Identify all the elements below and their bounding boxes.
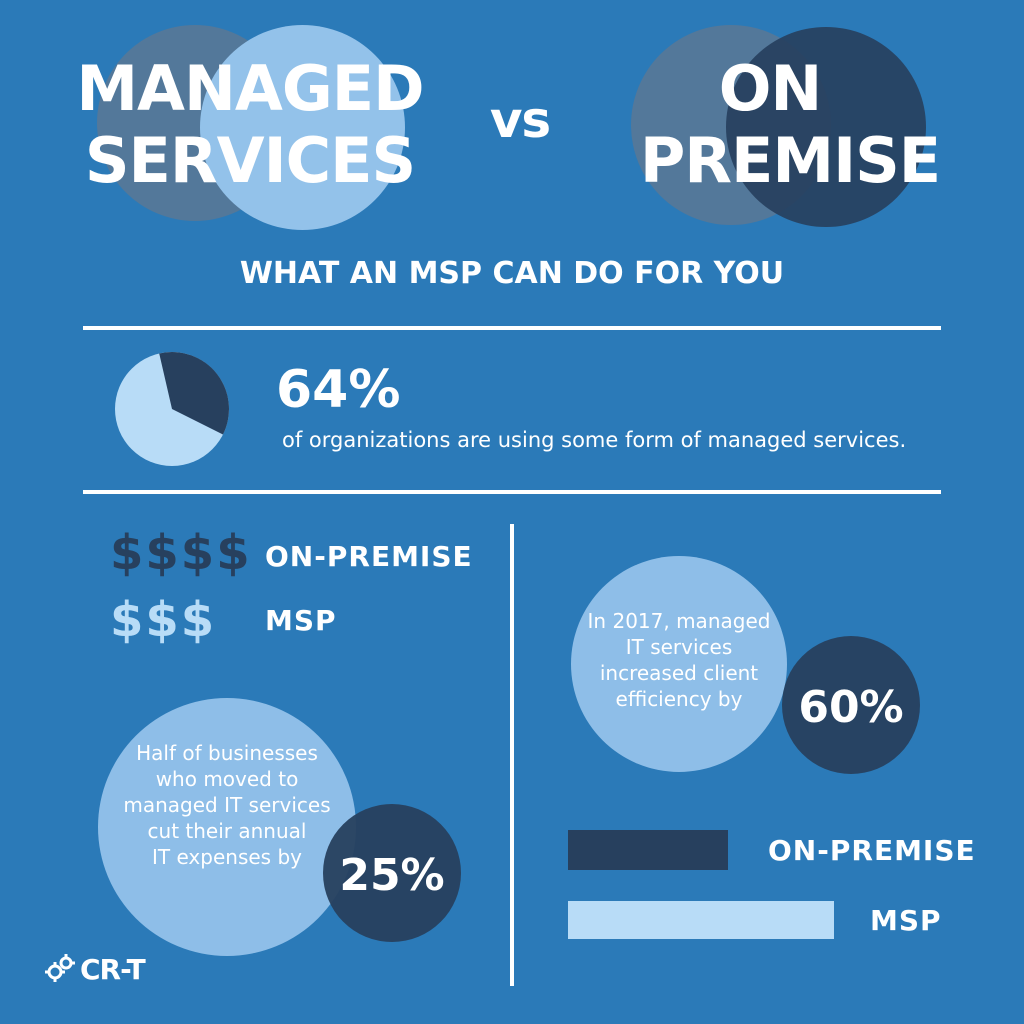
stat-60-line: efficiency by: [615, 687, 743, 711]
header-right-title-line1: ON: [718, 52, 823, 125]
stat-25-line: Half of businesses: [136, 741, 318, 765]
stat-25-line: IT expenses by: [152, 845, 302, 869]
header-left-title-line1: MANAGED: [76, 52, 424, 125]
stat-60-value-circle: [782, 636, 920, 774]
stat-25-value-circle: [323, 804, 461, 942]
stat-25-bubble: [98, 698, 356, 956]
msp-cost-label: MSP: [265, 604, 337, 637]
logo-text: CR-T: [80, 953, 146, 986]
page-subtitle: WHAT AN MSP CAN DO FOR YOU: [239, 256, 785, 291]
header-right-title-line2: PREMISE: [639, 124, 941, 197]
stat-64-value: 64%: [276, 360, 401, 420]
stat-60-line: In 2017, managed: [587, 609, 771, 633]
stat-25-value: 25%: [339, 850, 445, 901]
header-left-circle-front: [200, 25, 405, 230]
gear-logo-icon: [45, 954, 75, 982]
stat-25-line: managed IT services: [123, 793, 331, 817]
bar-on-premise: [568, 830, 728, 870]
stat-60-line: increased client: [599, 661, 759, 685]
on-premise-dollar-icons: $$$$: [110, 525, 252, 581]
stat-60-text: In 2017, managed IT services increased c…: [574, 608, 784, 712]
bar-msp: [568, 901, 834, 939]
on-premise-cost-label: ON-PREMISE: [265, 540, 473, 573]
divider-top: [83, 326, 941, 330]
pie-chart-slice: [159, 352, 229, 435]
stat-64-description: of organizations are using some form of …: [282, 428, 907, 452]
msp-dollar-icons: $$$: [110, 592, 217, 648]
stat-25-text: Half of businesses who moved to managed …: [100, 740, 354, 870]
stat-60-value: 60%: [798, 682, 904, 733]
stat-25-line: who moved to: [155, 767, 299, 791]
divider-middle: [83, 490, 941, 494]
header-right-circle-front: [726, 27, 926, 227]
bar-on-premise-label: ON-PREMISE: [768, 834, 976, 867]
header-left-title-line2: SERVICES: [84, 124, 416, 197]
stat-25-line: cut their annual: [147, 819, 307, 843]
divider-vertical: [510, 524, 514, 986]
stat-60-bubble: [571, 556, 787, 772]
pie-chart-icon: [115, 352, 229, 466]
header-versus: vs: [489, 91, 551, 149]
stat-60-line: IT services: [625, 635, 733, 659]
bar-msp-label: MSP: [870, 904, 942, 937]
